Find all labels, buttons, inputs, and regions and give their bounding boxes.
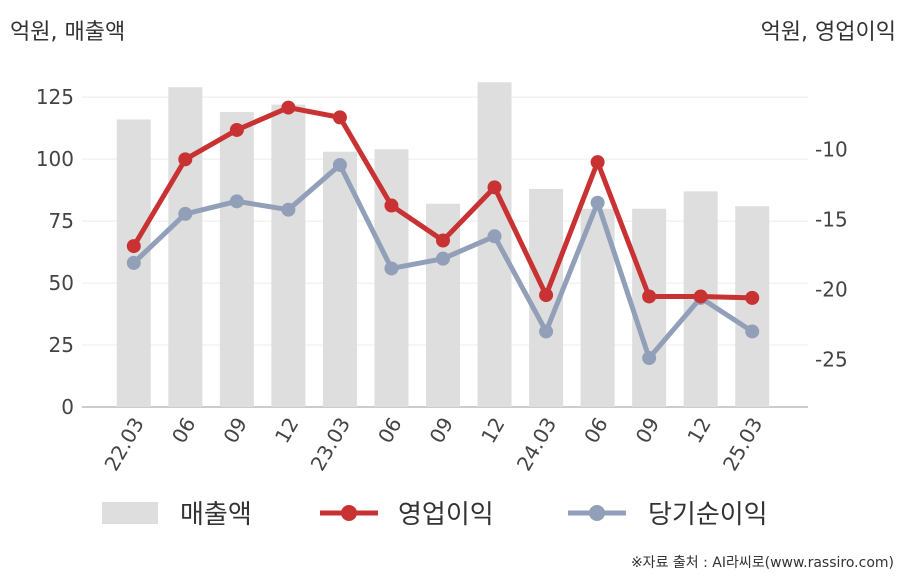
operating-profit-point — [178, 152, 193, 167]
operating-profit-point — [126, 239, 141, 254]
net-income-point — [745, 324, 760, 339]
legend-marker-net-income — [589, 505, 605, 521]
x-tick-label: 09 — [631, 413, 665, 447]
x-tick-label: 24.03 — [512, 413, 561, 475]
net-income-point — [384, 261, 399, 276]
operating-profit-point — [332, 110, 347, 125]
legend: 매출액 영업이익 당기순이익 — [102, 500, 768, 530]
x-tick-label: 25.03 — [718, 413, 767, 475]
right-axis-ticks: -25 -20 -15 -10 — [815, 138, 848, 372]
revenue-bar — [477, 82, 512, 408]
x-tick-label: 06 — [579, 413, 613, 447]
legend-label-revenue: 매출액 — [180, 500, 252, 530]
legend-label-operating-profit: 영업이익 — [398, 500, 494, 530]
left-tick-label: 75 — [49, 209, 74, 233]
x-tick-label: 09 — [218, 413, 252, 447]
legend-label-net-income: 당기순이익 — [648, 500, 768, 530]
legend-marker-operating-profit — [341, 505, 357, 521]
operating-profit-point — [745, 290, 760, 305]
net-income-point — [642, 351, 657, 366]
x-tick-label: 09 — [425, 413, 459, 447]
operating-profit-point — [487, 180, 502, 195]
operating-profit-point — [642, 289, 657, 304]
operating-profit-point — [281, 100, 296, 115]
left-tick-label: 50 — [49, 271, 74, 295]
left-tick-label: 25 — [49, 333, 74, 357]
revenue-bar — [735, 206, 770, 407]
x-tick-label: 12 — [270, 413, 304, 447]
operating-profit-point — [693, 289, 708, 304]
left-axis-ticks: 0 25 50 75 100 125 — [36, 85, 74, 419]
profit-lines — [126, 100, 760, 366]
net-income-point — [436, 251, 450, 266]
x-tick-label: 23.03 — [306, 413, 355, 475]
operating-profit-point — [229, 122, 244, 137]
net-income-point — [487, 229, 502, 244]
net-income-point — [281, 202, 296, 217]
legend-swatch-revenue — [102, 502, 158, 524]
net-income-point — [229, 194, 244, 209]
operating-profit-point — [539, 288, 554, 303]
source-note: ※자료 출처 : AI라씨로(www.rassiro.com) — [630, 555, 894, 571]
net-income-point — [126, 255, 141, 270]
operating-profit-point — [384, 198, 399, 213]
revenue-bar — [632, 208, 667, 407]
revenue-bar — [168, 87, 203, 407]
operating-profit-point — [590, 155, 605, 170]
right-tick-label: -15 — [815, 208, 848, 232]
revenue-bar — [271, 104, 306, 407]
revenue-bar — [219, 112, 254, 408]
x-tick-label: 22.03 — [99, 413, 148, 475]
right-axis-title: 억원, 영업이익 — [760, 20, 896, 45]
left-tick-label: 125 — [36, 85, 74, 109]
operating-profit-point — [436, 233, 450, 248]
revenue-bar — [322, 151, 357, 407]
net-income-point — [590, 195, 605, 210]
net-income-point — [539, 324, 554, 339]
x-tick-label: 12 — [476, 413, 510, 447]
right-tick-label: -10 — [815, 138, 848, 162]
right-tick-label: -20 — [815, 277, 848, 301]
x-tick-label: 06 — [167, 413, 201, 447]
net-income-point — [332, 157, 347, 172]
net-income-point — [178, 206, 193, 221]
left-tick-label: 0 — [61, 395, 74, 419]
x-tick-label: 12 — [682, 413, 716, 447]
left-axis-title: 억원, 매출액 — [10, 20, 126, 45]
right-tick-label: -25 — [815, 347, 848, 371]
left-tick-label: 100 — [36, 147, 74, 171]
x-axis-ticks: 22.03 06 09 12 23.03 06 09 12 24.03 06 09 12 25.03 — [99, 413, 767, 475]
revenue-bar — [374, 149, 409, 407]
x-tick-label: 06 — [373, 413, 407, 447]
